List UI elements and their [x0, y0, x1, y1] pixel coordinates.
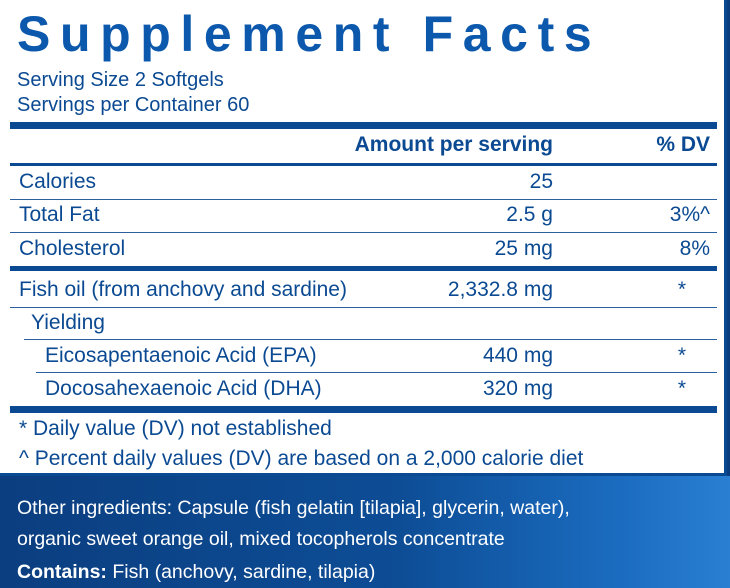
- nutrient-amount: 25: [529, 170, 553, 193]
- nutrient-amount: 2,332.8 mg: [447, 278, 553, 301]
- contains-statement: Contains: Fish (anchovy, sardine, tilapi…: [17, 560, 375, 584]
- servings-per-container: Servings per Container 60: [17, 94, 250, 116]
- nutrient-label: Calories: [19, 170, 97, 193]
- thick-rule-bottom: [10, 406, 717, 413]
- supplement-facts-panel: Supplement Facts Serving Size 2 Softgels…: [0, 0, 727, 476]
- row-divider: [24, 339, 717, 340]
- nutrient-dv: *: [677, 278, 686, 301]
- nutrient-row-cholesterol: Cholesterol 25 mg 8%: [0, 234, 730, 264]
- serving-size: Serving Size 2 Softgels: [17, 69, 224, 91]
- nutrient-label: Docosahexaenoic Acid (DHA): [45, 377, 322, 400]
- nutrient-dv: 8%: [679, 237, 710, 260]
- nutrient-row-total-fat: Total Fat 2.5 g 3%^: [0, 200, 730, 230]
- nutrient-label: Yielding: [31, 311, 105, 334]
- footnote-daily-values: ^ Percent daily values (DV) are based on…: [19, 447, 584, 470]
- dv-header: % DV: [656, 133, 710, 156]
- nutrient-row-fish-oil: Fish oil (from anchovy and sardine) 2,33…: [0, 275, 730, 305]
- nutrient-dv: 3%^: [669, 203, 710, 226]
- background-gradient: [0, 476, 730, 588]
- other-ingredients-line-2: organic sweet orange oil, mixed tocopher…: [17, 528, 505, 550]
- contains-label: Contains:: [17, 561, 107, 583]
- contains-text: Fish (anchovy, sardine, tilapia): [106, 561, 376, 583]
- thick-rule-top: [10, 122, 717, 129]
- header-rule: [10, 163, 717, 166]
- nutrient-dv: *: [677, 344, 686, 367]
- nutrient-amount: 2.5 g: [506, 203, 553, 226]
- nutrient-row-calories: Calories 25: [0, 167, 730, 197]
- thick-rule-middle: [10, 266, 717, 271]
- panel-title: Supplement Facts: [17, 6, 602, 62]
- nutrient-label: Eicosapentaenoic Acid (EPA): [45, 344, 317, 367]
- footnote-dv-not-established: * Daily value (DV) not established: [19, 417, 332, 440]
- nutrient-amount: 440 mg: [482, 344, 553, 367]
- nutrient-amount: 25 mg: [494, 237, 553, 260]
- column-header-row: Amount per serving % DV: [0, 130, 730, 160]
- row-divider: [36, 372, 717, 373]
- row-divider: [10, 307, 717, 308]
- nutrient-label: Fish oil (from anchovy and sardine): [19, 278, 347, 301]
- nutrient-row-epa: Eicosapentaenoic Acid (EPA) 440 mg *: [0, 341, 730, 371]
- nutrient-label: Cholesterol: [19, 237, 126, 260]
- amount-header: Amount per serving: [354, 133, 553, 156]
- nutrient-amount: 320 mg: [482, 377, 553, 400]
- nutrient-dv: *: [677, 377, 686, 400]
- row-divider: [10, 232, 717, 233]
- nutrient-label: Total Fat: [19, 203, 100, 226]
- nutrient-row-yielding: Yielding: [0, 308, 730, 338]
- other-ingredients-line-1: Other ingredients: Capsule (fish gelatin…: [17, 497, 570, 519]
- row-divider: [10, 199, 717, 200]
- nutrient-row-dha: Docosahexaenoic Acid (DHA) 320 mg *: [0, 374, 730, 404]
